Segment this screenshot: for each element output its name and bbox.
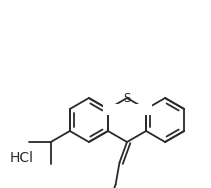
Text: S: S <box>123 92 131 105</box>
Text: HCl: HCl <box>10 151 34 165</box>
